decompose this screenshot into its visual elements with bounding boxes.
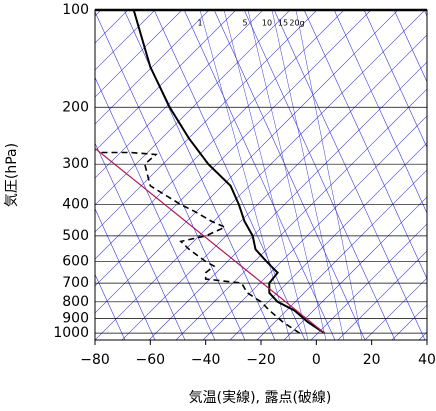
mixing-ratio-label: 1: [197, 19, 202, 28]
x-tick-label: −40: [191, 352, 221, 368]
isotherm-line: [256, 169, 427, 340]
adiabat-line: [95, 142, 186, 340]
adiabat-line: [333, 10, 427, 214]
isotherm-line: [95, 10, 399, 314]
isotherm-line: [391, 304, 427, 340]
y-tick-label: 600: [62, 253, 89, 269]
isotherm-line: [95, 10, 345, 260]
adiabat-line: [183, 10, 336, 340]
mixing-ratio-label: 10: [262, 19, 272, 28]
adiabat-line: [95, 76, 216, 340]
isotherm-line: [95, 10, 237, 152]
adiabat-line: [423, 10, 427, 17]
mixing-ratio-line: [199, 10, 291, 340]
y-tick-label: 500: [62, 228, 89, 244]
profile-line: [95, 147, 325, 334]
mixing-ratio-line: [295, 10, 363, 340]
profile-line: [97, 151, 301, 334]
mixing-ratio-line: [247, 10, 327, 340]
isotherm-line: [95, 10, 291, 206]
isotherm-line: [95, 10, 210, 125]
isotherm-line: [95, 10, 156, 71]
y-tick-label: 300: [62, 156, 89, 172]
y-tick-label: 200: [62, 99, 89, 115]
isotherm-line: [0, 0, 3, 340]
isotherm-line: [148, 61, 427, 340]
y-tick-label: 400: [62, 197, 89, 213]
adiabat-line: [243, 10, 396, 340]
x-tick-label: −20: [246, 352, 276, 368]
mixing-ratio-label: 20g: [289, 19, 304, 28]
x-tick-label: 0: [312, 352, 321, 368]
isotherm-line: [95, 10, 183, 98]
y-axis-label: 気圧(hPa): [4, 143, 20, 207]
mixing-ratio-label: 5: [242, 19, 247, 28]
adiabat-line: [95, 11, 246, 340]
mixing-ratio-label: 15: [278, 19, 288, 28]
y-tick-label: 700: [62, 275, 89, 291]
adiabat-line: [213, 10, 366, 340]
mixing-ratio-line: [223, 10, 309, 340]
x-tick-label: −80: [80, 352, 110, 368]
x-tick-label: 40: [418, 352, 436, 368]
adiabat-line: [153, 10, 306, 340]
adiabat-line: [95, 273, 126, 340]
adiabat-line: [393, 10, 427, 83]
y-tick-label: 100: [62, 2, 89, 18]
y-tick-label: 1000: [53, 325, 89, 341]
x-tick-label: 20: [363, 352, 381, 368]
profile-line: [132, 10, 326, 335]
x-axis-label: 気温(実線), 露点(破線): [189, 390, 332, 406]
adiabat-line: [123, 10, 276, 340]
mixing-ratio-line: [271, 10, 345, 340]
adiabat-line: [303, 10, 427, 280]
x-tick-label: −60: [136, 352, 166, 368]
isotherm-line: [95, 10, 264, 179]
adiabat-line: [273, 10, 426, 340]
adiabat-line: [95, 208, 156, 340]
y-tick-label: 900: [62, 310, 89, 326]
y-tick-label: 800: [62, 294, 89, 310]
isotherm-line: [364, 277, 427, 340]
adiabat-line: [363, 10, 427, 149]
isotherm-line: [95, 10, 318, 233]
